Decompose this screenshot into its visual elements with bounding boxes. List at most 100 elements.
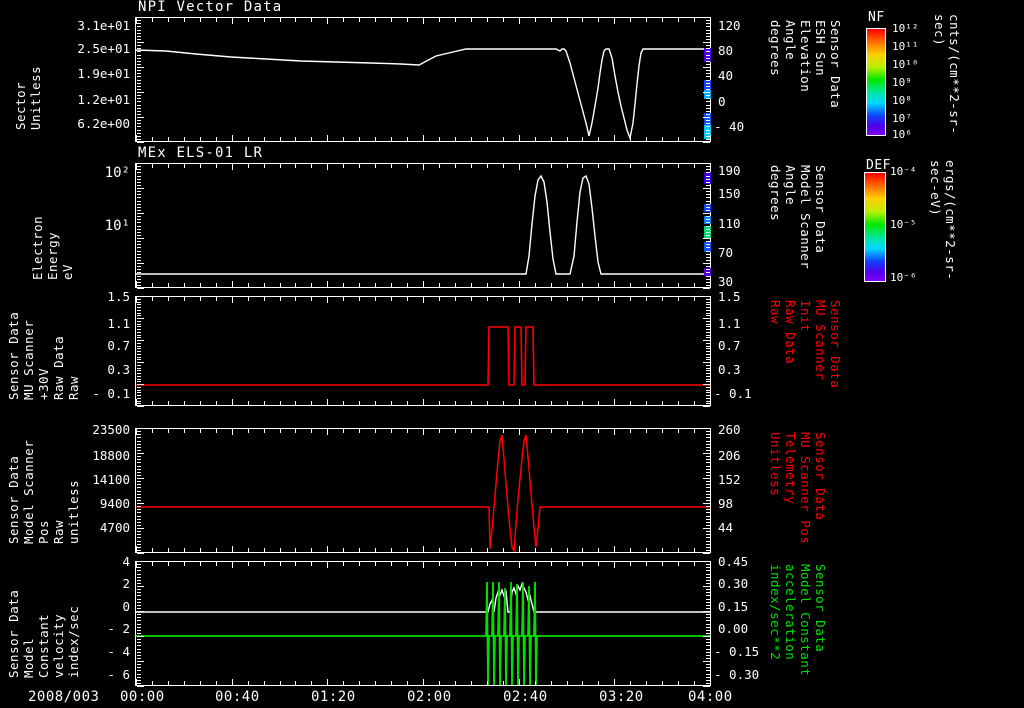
tick-mark bbox=[137, 362, 144, 363]
tick-mark bbox=[137, 207, 141, 208]
colorbar-tick: 10⁷ bbox=[892, 112, 912, 125]
tick-mark bbox=[137, 503, 144, 504]
axis-label-line: Raw bbox=[51, 519, 66, 544]
axis-label-left-panel4: Sensor Data Model Scanner Pos Raw unitle… bbox=[6, 436, 81, 544]
tick-mark bbox=[706, 667, 710, 668]
axis-label-line: Model Constant bbox=[21, 613, 51, 678]
time-tick-label: 04:00 bbox=[688, 689, 733, 705]
tick-mark bbox=[703, 42, 710, 43]
tick-mark bbox=[137, 318, 144, 319]
tick-mark bbox=[137, 544, 141, 545]
axis-label-line: degrees bbox=[768, 20, 783, 77]
tick-mark bbox=[137, 163, 144, 164]
tick-mark bbox=[137, 357, 141, 358]
tick-mark bbox=[582, 562, 583, 566]
tick-mark bbox=[137, 288, 144, 289]
tick-mark bbox=[706, 437, 710, 438]
tick-label: 1.1 bbox=[107, 316, 130, 331]
tick-mark bbox=[706, 197, 710, 198]
tick-mark bbox=[535, 401, 536, 405]
tick-mark bbox=[703, 213, 710, 214]
colorbar-tick: 10⁶ bbox=[892, 128, 912, 141]
tick-mark bbox=[343, 283, 344, 287]
tick-mark bbox=[216, 429, 217, 433]
tick-mark bbox=[137, 531, 141, 532]
tick-mark bbox=[646, 401, 647, 405]
axis-label-line: Angle bbox=[783, 165, 798, 206]
tick-mark bbox=[137, 677, 141, 678]
time-tick-label: 00:40 bbox=[215, 689, 260, 705]
tick-mark bbox=[137, 686, 144, 687]
tick-mark bbox=[706, 541, 710, 542]
tick-mark bbox=[137, 459, 141, 460]
tick-mark bbox=[137, 48, 141, 49]
tick-mark bbox=[439, 562, 440, 566]
tick-mark bbox=[706, 525, 710, 526]
tick-label: 4 bbox=[122, 554, 130, 569]
tick-mark bbox=[703, 362, 710, 363]
tick-mark bbox=[582, 283, 583, 287]
tick-mark bbox=[137, 541, 141, 542]
tick-mark bbox=[678, 562, 679, 566]
tick-mark bbox=[295, 18, 296, 22]
colorbar-unit-nf: cnts/(cm**2-sr-sec) bbox=[932, 14, 962, 142]
tick-mark bbox=[152, 681, 153, 685]
tick-mark bbox=[706, 207, 710, 208]
tick-mark bbox=[710, 135, 711, 141]
tick-mark bbox=[706, 354, 710, 355]
tick-mark bbox=[703, 17, 710, 18]
tick-mark bbox=[706, 83, 710, 84]
tick-mark bbox=[706, 381, 710, 382]
tick-mark bbox=[137, 329, 141, 330]
tick-mark bbox=[137, 497, 141, 498]
tick-mark bbox=[200, 681, 201, 685]
tick-mark bbox=[706, 326, 710, 327]
tick-mark bbox=[630, 562, 631, 566]
tick-mark bbox=[375, 164, 376, 168]
tick-mark bbox=[295, 164, 296, 168]
tick-mark bbox=[706, 120, 710, 121]
tick-mark bbox=[407, 283, 408, 287]
tick-mark bbox=[678, 681, 679, 685]
tick-mark bbox=[706, 176, 710, 177]
tick-mark bbox=[137, 519, 141, 520]
tick-mark bbox=[311, 297, 312, 301]
tick-mark bbox=[706, 251, 710, 252]
tick-mark bbox=[137, 580, 141, 581]
tick-mark bbox=[359, 429, 360, 433]
tick-mark bbox=[646, 681, 647, 685]
axis-label-right-panel2: Sensor Data Model Scanner Angle degrees bbox=[768, 165, 828, 283]
tick-mark bbox=[706, 395, 710, 396]
tick-mark bbox=[703, 686, 710, 687]
tick-mark bbox=[327, 281, 328, 287]
tick-mark bbox=[706, 376, 710, 377]
tick-mark bbox=[280, 562, 281, 566]
tick-mark bbox=[136, 429, 137, 435]
tick-mark bbox=[137, 683, 141, 684]
tick-mark bbox=[703, 528, 710, 529]
tick-mark bbox=[137, 512, 141, 513]
tick-mark bbox=[137, 86, 141, 87]
tick-mark bbox=[706, 516, 710, 517]
tick-mark bbox=[439, 401, 440, 405]
tick-mark bbox=[598, 681, 599, 685]
tick-mark bbox=[706, 254, 710, 255]
tick-mark bbox=[694, 562, 695, 566]
tick-label: 80 bbox=[718, 43, 734, 58]
tick-mark bbox=[614, 18, 615, 24]
tick-mark bbox=[662, 401, 663, 405]
tick-mark bbox=[184, 137, 185, 141]
tick-mark bbox=[678, 548, 679, 552]
tick-mark bbox=[694, 401, 695, 405]
tick-mark bbox=[703, 188, 710, 189]
tick-mark bbox=[391, 401, 392, 405]
tick-mark bbox=[706, 602, 710, 603]
axis-label-left-panel3: Sensor Data MU Scanner +30V Raw Data Raw bbox=[6, 305, 81, 400]
tick-mark bbox=[137, 525, 141, 526]
tick-mark bbox=[137, 39, 141, 40]
tick-mark bbox=[706, 370, 710, 371]
tick-mark bbox=[248, 548, 249, 552]
tick-mark bbox=[582, 681, 583, 685]
tick-mark bbox=[567, 401, 568, 405]
tick-mark bbox=[706, 51, 710, 52]
